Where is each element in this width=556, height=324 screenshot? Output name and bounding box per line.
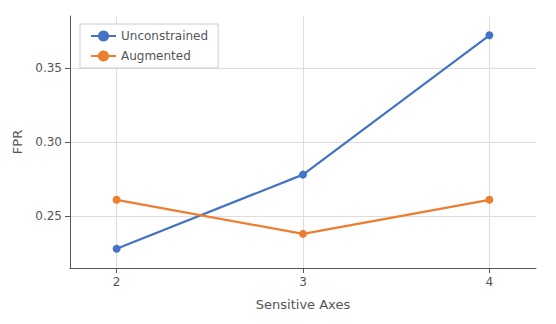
- svg-text:3: 3: [299, 275, 307, 289]
- svg-text:0.30: 0.30: [35, 135, 62, 149]
- svg-text:4: 4: [486, 275, 494, 289]
- svg-text:Augmented: Augmented: [121, 49, 191, 63]
- svg-text:0.35: 0.35: [35, 61, 62, 75]
- svg-text:Unconstrained: Unconstrained: [121, 29, 208, 43]
- svg-text:FPR: FPR: [10, 130, 25, 154]
- svg-text:Sensitive Axes: Sensitive Axes: [256, 297, 351, 312]
- svg-text:0.25: 0.25: [35, 209, 62, 223]
- svg-text:2: 2: [113, 275, 121, 289]
